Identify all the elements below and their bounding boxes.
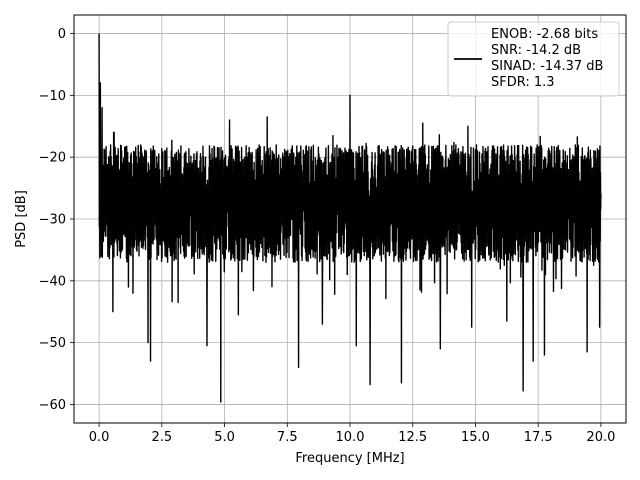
legend-line-sinad: SINAD: -14.37 dB bbox=[491, 59, 603, 74]
x-tick-label: 17.5 bbox=[524, 430, 553, 445]
x-tick-label: 20.0 bbox=[586, 430, 615, 445]
legend: ENOB: -2.68 bits SNR: -14.2 dB SINAD: -1… bbox=[447, 21, 620, 97]
plot-area bbox=[98, 33, 602, 403]
psd-series-line bbox=[98, 33, 602, 403]
x-tick-label: 12.5 bbox=[398, 430, 427, 445]
x-tick-label: 0.0 bbox=[89, 430, 110, 445]
legend-line-enob: ENOB: -2.68 bits bbox=[491, 27, 598, 42]
y-tick-label: −40 bbox=[39, 274, 66, 289]
legend-box bbox=[447, 21, 620, 97]
x-tick-label: 2.5 bbox=[151, 430, 172, 445]
y-tick-label: −30 bbox=[39, 213, 66, 228]
y-tick-label: −10 bbox=[39, 89, 66, 104]
y-tick-label: −20 bbox=[39, 151, 66, 166]
legend-line-sfdr: SFDR: 1.3 bbox=[491, 75, 555, 90]
x-tick-label: 10.0 bbox=[336, 430, 365, 445]
x-axis-ticks: 0.0 2.5 5.0 7.5 10.0 12.5 15.0 17.5 20.0 bbox=[89, 423, 615, 445]
y-tick-label: −50 bbox=[39, 336, 66, 351]
y-tick-label: 0 bbox=[58, 27, 66, 42]
y-axis-ticks: 0 −10 −20 −30 −40 −50 −60 bbox=[39, 27, 74, 413]
x-tick-label: 7.5 bbox=[277, 430, 298, 445]
x-axis-label: Frequency [MHz] bbox=[295, 451, 404, 466]
y-axis-label: PSD [dB] bbox=[14, 190, 29, 248]
legend-line-snr: SNR: -14.2 dB bbox=[491, 43, 581, 58]
y-tick-label: −60 bbox=[39, 398, 66, 413]
x-tick-label: 15.0 bbox=[461, 430, 490, 445]
x-tick-label: 5.0 bbox=[214, 430, 235, 445]
